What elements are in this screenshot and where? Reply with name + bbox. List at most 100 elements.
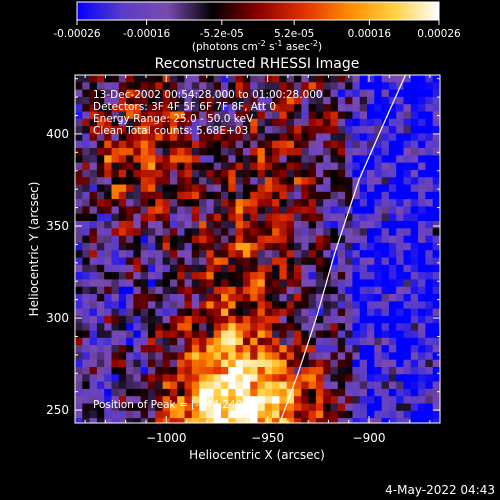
heatmap-cell xyxy=(199,367,207,375)
heatmap-cell xyxy=(250,315,258,324)
heatmap-cell xyxy=(301,286,309,295)
heatmap-cell xyxy=(345,396,353,404)
y-tick-label: 350 xyxy=(46,219,69,233)
heatmap-cell xyxy=(177,111,185,120)
heatmap-cell xyxy=(359,264,368,273)
heatmap-cell xyxy=(410,286,419,295)
heatmap-cell xyxy=(169,323,178,331)
heatmap-cell xyxy=(111,374,120,382)
heatmap-cell xyxy=(388,410,397,419)
heatmap-cell xyxy=(213,388,222,397)
heatmap-cell xyxy=(184,352,193,361)
heatmap-cell xyxy=(257,199,266,207)
heatmap-cell xyxy=(140,345,149,353)
heatmap-cell xyxy=(352,140,361,149)
heatmap-cell xyxy=(199,410,207,419)
heatmap-cell xyxy=(133,104,142,112)
heatmap-cell xyxy=(206,279,215,288)
colorbar-tick-label: -5.2e-05 xyxy=(200,28,244,40)
heatmap-cell xyxy=(140,169,149,178)
heatmap-cell xyxy=(403,250,412,258)
heatmap-cell xyxy=(140,75,149,83)
heatmap-cell xyxy=(118,418,127,423)
annotation-detectors: Detectors: 3F 4F 5F 6F 7F 8F, Att 0 xyxy=(93,101,276,113)
heatmap-cell xyxy=(345,228,353,236)
heatmap-cell xyxy=(199,294,207,302)
heatmap-cell xyxy=(191,272,200,280)
heatmap-cell xyxy=(184,374,193,382)
heatmap-cell xyxy=(432,162,440,171)
heatmap-cell xyxy=(345,286,353,295)
heatmap-cell xyxy=(75,272,83,280)
heatmap-cell xyxy=(294,330,302,339)
heatmap-cell xyxy=(257,403,266,412)
heatmap-cell xyxy=(75,323,83,331)
heatmap-cell xyxy=(82,96,90,105)
heatmap-cell xyxy=(403,126,412,134)
heatmap-cell xyxy=(418,126,426,134)
heatmap-cell xyxy=(89,235,98,244)
heatmap-cell xyxy=(294,257,302,266)
heatmap-cell xyxy=(96,126,105,134)
heatmap-cell xyxy=(133,89,142,98)
heatmap-cell xyxy=(425,352,434,361)
heatmap-cell xyxy=(250,242,258,251)
heatmap-cell xyxy=(359,235,368,244)
heatmap-cell xyxy=(403,242,412,251)
heatmap-cell xyxy=(418,367,426,375)
heatmap-cell xyxy=(89,352,98,361)
heatmap-cell xyxy=(169,286,178,295)
heatmap-cell xyxy=(235,410,244,419)
heatmap-cell xyxy=(323,126,331,134)
heatmap-cell xyxy=(403,374,412,382)
heatmap-cell xyxy=(374,221,382,229)
heatmap-cell xyxy=(359,257,368,266)
heatmap-cell xyxy=(75,191,83,200)
heatmap-cell xyxy=(432,345,440,353)
heatmap-cell xyxy=(337,257,346,266)
heatmap-cell xyxy=(148,177,156,185)
heatmap-cell xyxy=(169,272,178,280)
heatmap-cell xyxy=(432,221,440,229)
heatmap-cell xyxy=(374,418,382,423)
heatmap-cell xyxy=(177,199,185,207)
heatmap-cell xyxy=(242,228,251,236)
heatmap-cell xyxy=(301,396,309,404)
heatmap-cell xyxy=(221,235,229,244)
heatmap-cell xyxy=(367,126,375,134)
heatmap-cell xyxy=(381,206,390,215)
heatmap-cell xyxy=(148,250,156,258)
heatmap-cell xyxy=(206,221,215,229)
heatmap-cell xyxy=(82,250,90,258)
heatmap-cell xyxy=(418,381,426,390)
y-tick-label: 400 xyxy=(46,127,69,141)
heatmap-cell xyxy=(272,279,280,288)
heatmap-cell xyxy=(425,118,434,127)
heatmap-cell xyxy=(308,177,317,185)
heatmap-cell xyxy=(367,308,375,317)
heatmap-cell xyxy=(133,126,142,134)
heatmap-cell xyxy=(301,388,309,397)
heatmap-cell xyxy=(104,133,112,142)
heatmap-cell xyxy=(155,169,163,178)
heatmap-cell xyxy=(104,272,112,280)
heatmap-cell xyxy=(308,169,317,178)
heatmap-cell xyxy=(155,221,163,229)
heatmap-cell xyxy=(228,367,236,375)
heatmap-cell xyxy=(242,111,251,120)
heatmap-cell xyxy=(418,403,426,412)
heatmap-cell xyxy=(330,162,339,171)
heatmap-cell xyxy=(126,111,134,120)
heatmap-cell xyxy=(323,118,331,127)
heatmap-cell xyxy=(374,286,382,295)
heatmap-cell xyxy=(126,418,134,423)
heatmap-cell xyxy=(279,323,288,331)
colorbar-tick-label: -0.00026 xyxy=(53,28,101,40)
colorbar-tick-label: 0.00026 xyxy=(417,28,461,40)
heatmap-cell xyxy=(140,388,149,397)
heatmap-cell xyxy=(432,286,440,295)
heatmap-cell xyxy=(235,184,244,193)
heatmap-cell xyxy=(126,96,134,105)
heatmap-cell xyxy=(418,301,426,309)
